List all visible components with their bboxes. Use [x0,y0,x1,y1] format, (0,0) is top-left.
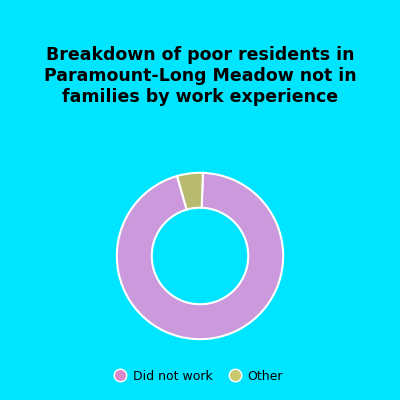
Wedge shape [177,173,203,210]
Legend: Did not work, Other: Did not work, Other [112,364,288,388]
Wedge shape [117,173,283,339]
Text: Breakdown of poor residents in
Paramount-Long Meadow not in
families by work exp: Breakdown of poor residents in Paramount… [44,46,356,106]
